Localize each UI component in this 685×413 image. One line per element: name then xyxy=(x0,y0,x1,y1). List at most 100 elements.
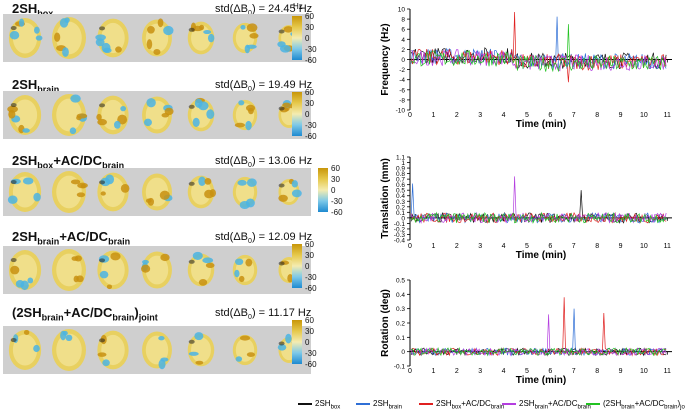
std-value: std(ΔB0) = 13.06 Hz xyxy=(215,155,312,169)
colorbar-tick: 60 xyxy=(305,88,314,97)
x-tick-label: 6 xyxy=(548,243,552,250)
legend-main: 2SH xyxy=(519,399,535,408)
std-value: std(ΔB0) = 24.45 Hz xyxy=(215,3,312,17)
y-tick-label: 0.4 xyxy=(396,292,405,299)
y-tick-label: 4 xyxy=(401,37,405,44)
colorbar-tick: 30 xyxy=(305,327,314,336)
legend-main: (2SH xyxy=(603,399,622,408)
row-title: 2SHbox+AC/DCbrain xyxy=(12,153,124,171)
series-line xyxy=(410,12,667,83)
x-tick-label: 4 xyxy=(502,368,506,375)
brain-slices xyxy=(8,249,301,291)
brain-slices xyxy=(7,94,300,136)
map-strip xyxy=(3,168,311,216)
std-sub: 0 xyxy=(248,238,252,246)
brain-slice xyxy=(52,17,86,59)
row-title: (2SHbrain+AC/DCbrain)joint xyxy=(12,305,158,323)
legend-rest: +AC/DC xyxy=(634,399,665,408)
std-value: std(ΔB0) = 11.17 Hz xyxy=(215,307,311,321)
y-tick-label: 0.1 xyxy=(396,210,405,217)
legend-rest: +AC/DC xyxy=(547,399,578,408)
y-tick-label: 0.5 xyxy=(396,278,405,285)
x-tick-label: 10 xyxy=(640,112,648,119)
colorbar xyxy=(292,92,302,136)
brain-slice xyxy=(142,18,174,57)
series-line xyxy=(410,16,667,70)
y-tick-label: -0.3 xyxy=(394,232,406,239)
colorbar-tick: 60 xyxy=(331,164,340,173)
y-tick-label: 0.7 xyxy=(396,177,405,184)
x-tick-label: 1 xyxy=(431,368,435,375)
x-tick-label: 3 xyxy=(478,368,482,375)
series-line xyxy=(410,347,667,357)
std-sub: 0 xyxy=(248,10,252,17)
x-tick-label: 3 xyxy=(478,243,482,250)
colorbar-tick: 0 xyxy=(305,34,310,43)
x-tick-label: 6 xyxy=(548,112,552,119)
legend-sub: brain xyxy=(621,404,635,411)
x-tick-label: 4 xyxy=(502,112,506,119)
colorbar-unit: Hz xyxy=(293,2,303,11)
std-number: ) = 11.17 Hz xyxy=(251,307,312,319)
legend-sub: box xyxy=(330,404,341,411)
x-tick-label: 0 xyxy=(408,243,412,250)
brain-slice xyxy=(187,21,215,55)
y-tick-label: -0.1 xyxy=(394,364,406,371)
brain-slice xyxy=(278,178,302,206)
legend-sub: box xyxy=(451,404,462,411)
x-tick-label: 8 xyxy=(595,243,599,250)
x-tick-label: 9 xyxy=(619,112,623,119)
std-number: ) = 12.09 Hz xyxy=(251,231,313,243)
y-tick-label: -4 xyxy=(399,77,405,84)
series-line xyxy=(410,190,667,224)
std-sub: 0 xyxy=(248,162,252,170)
x-tick-label: 1 xyxy=(431,112,435,119)
brain-slice xyxy=(52,249,86,291)
brain-slice xyxy=(142,173,173,211)
colorbar-tick: 30 xyxy=(305,99,314,108)
colorbar-tick: 30 xyxy=(305,251,314,260)
colorbar-tick: -60 xyxy=(305,360,317,369)
brain-slice xyxy=(97,250,129,290)
brain-slice xyxy=(142,96,174,134)
title-rest: +AC/DC xyxy=(59,229,109,244)
y-tick-label: 0.9 xyxy=(396,166,405,173)
title-rest: +AC/DC xyxy=(53,153,103,168)
series-line xyxy=(410,211,667,224)
std-label: std(ΔB xyxy=(215,155,249,167)
y-tick-label: 10 xyxy=(398,7,406,14)
brain-slice xyxy=(187,251,215,287)
series-line xyxy=(410,48,667,72)
y-tick-label: 1.1 xyxy=(396,155,405,162)
std-number: ) = 19.49 Hz xyxy=(251,79,313,91)
series-line xyxy=(410,308,667,357)
y-tick-label: -8 xyxy=(399,97,405,104)
brain-slice xyxy=(97,172,130,212)
y-tick-label: 2 xyxy=(401,47,405,54)
x-tick-label: 6 xyxy=(548,368,552,375)
brain-slices xyxy=(8,17,300,59)
colorbar-tick: -30 xyxy=(305,273,317,282)
brain-slice xyxy=(7,95,42,135)
legend-item: 2SHbrain xyxy=(356,399,402,411)
title-sub: box xyxy=(37,160,54,171)
x-tick-label: 11 xyxy=(664,243,671,250)
colorbar-tick: -60 xyxy=(305,284,317,293)
x-tick-label: 0 xyxy=(408,368,412,375)
y-tick-label: 0 xyxy=(401,57,405,64)
title-main: 2SH xyxy=(12,1,38,16)
std-label: std(ΔB xyxy=(215,307,249,319)
legend-sub: brain xyxy=(534,404,548,411)
row-title: 2SHbrain xyxy=(12,77,59,95)
legend-rest: +AC/DC xyxy=(461,399,491,408)
x-tick-label: 10 xyxy=(640,243,648,250)
title-main: 2SH xyxy=(12,77,38,92)
brain-slice xyxy=(232,254,258,286)
colorbar-tick: -30 xyxy=(305,45,317,54)
y-axis-label: Rotation (deg) xyxy=(380,289,391,357)
y-tick-label: 0.2 xyxy=(396,321,405,328)
y-tick-label: -6 xyxy=(399,87,405,94)
std-label: std(ΔB xyxy=(215,3,249,15)
y-tick-label: -0.1 xyxy=(394,221,406,228)
